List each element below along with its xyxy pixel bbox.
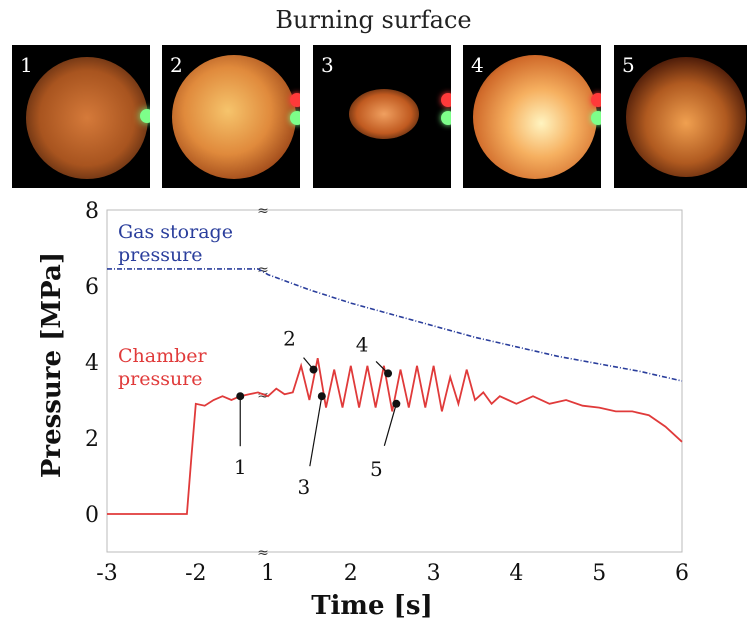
annotation-leader: [383, 403, 397, 446]
photo-label: 4: [471, 53, 484, 77]
y-tick-label: 2: [85, 427, 99, 452]
y-tick-label: 0: [85, 503, 99, 528]
annotation-marker: [384, 369, 393, 378]
y-axis-label: Pressure [MPa]: [37, 252, 67, 478]
burning-photo-5: 5: [614, 45, 747, 188]
axes: ≈ ≈ ≈ ≈: [106, 203, 683, 561]
photo-label: 2: [170, 53, 183, 77]
axis-break-mark: ≈: [257, 387, 269, 403]
x-tick-label: 6: [675, 561, 689, 586]
burning-photo-4: 4: [463, 45, 601, 188]
annotation-marker: [309, 365, 318, 374]
x-tick-label: 3: [427, 561, 441, 586]
y-tick-label: 6: [85, 275, 99, 300]
labels: Time [s] Pressure [MPa] Gas storage pres…: [37, 221, 433, 621]
axis-break-mark: ≈: [257, 545, 269, 561]
axis-break-mark: ≈: [257, 262, 269, 278]
annotation-label: 1: [234, 455, 247, 479]
y-tick-label: 8: [85, 199, 99, 224]
photo-label: 5: [622, 53, 635, 77]
annotation-leader: [309, 396, 323, 467]
annotation-label: 2: [283, 327, 296, 351]
x-axis-label: Time [s]: [311, 591, 433, 621]
annotation-label: 5: [370, 457, 383, 481]
series-group: [107, 268, 683, 515]
photo-label: 1: [20, 53, 33, 77]
chamber-pressure-line: [107, 358, 683, 515]
chamber-label-line2: pressure: [118, 368, 203, 390]
annotation-marker: [392, 399, 401, 408]
x-tick-label: 2: [344, 561, 358, 586]
burning-photo-2: 2: [162, 45, 300, 188]
photo-label: 3: [321, 53, 334, 77]
annotations: 1 2 3 4 5: [234, 327, 401, 499]
annotation-marker: [317, 392, 326, 401]
x-tick-label: 4: [509, 561, 523, 586]
annotation-marker: [236, 392, 245, 401]
burning-photo-3: 3: [313, 45, 451, 188]
plot-frame: [106, 209, 683, 553]
gas-storage-label-line1: Gas storage: [118, 221, 233, 243]
annotation-label: 3: [297, 475, 310, 499]
annotation-label: 4: [356, 332, 369, 356]
x-tick-label: -3: [96, 561, 117, 586]
gas-storage-pressure-line: [107, 268, 683, 382]
burning-photo-1: 1: [12, 45, 150, 188]
figure-title: Burning surface: [275, 6, 472, 34]
gas-storage-label-line2: pressure: [118, 244, 203, 266]
y-tick-label: 4: [85, 351, 99, 376]
tick-labels: -3 -2 1 2 3 4 5 6 0 2 4 6 8: [85, 199, 689, 586]
x-tick-label: -2: [185, 561, 206, 586]
x-tick-label: 5: [592, 561, 606, 586]
chamber-label-line1: Chamber: [118, 345, 208, 367]
axis-break-mark: ≈: [257, 203, 269, 219]
x-tick-label: 1: [261, 561, 275, 586]
